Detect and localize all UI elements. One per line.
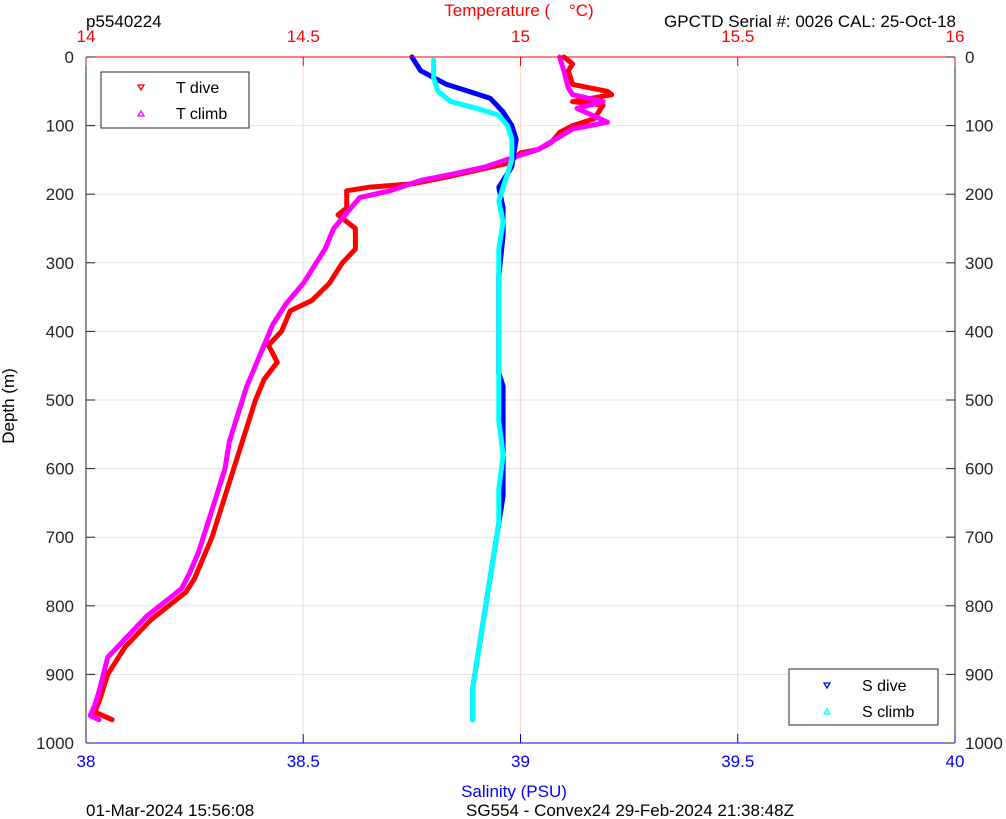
salinity-tick-label: 38 bbox=[77, 752, 96, 771]
legend-s-climb-label: S climb bbox=[862, 704, 915, 721]
bottom-axis-label: Salinity (PSU) bbox=[461, 782, 567, 801]
depth-tick-label-right: 500 bbox=[965, 391, 993, 410]
depth-tick-label-left: 400 bbox=[46, 322, 74, 341]
profile-id: p5540224 bbox=[86, 12, 162, 31]
depth-tick-label-left: 700 bbox=[46, 528, 74, 547]
depth-tick-label-left: 500 bbox=[46, 391, 74, 410]
footer-date: 01-Mar-2024 15:56:08 bbox=[86, 801, 254, 819]
salinity-tick-label: 38.5 bbox=[287, 752, 320, 771]
depth-tick-label-right: 600 bbox=[965, 460, 993, 479]
depth-tick-label-right: 400 bbox=[965, 322, 993, 341]
salinity-legend-box bbox=[788, 668, 939, 726]
series-line-s-climb bbox=[431, 57, 515, 723]
depth-tick-label-left: 800 bbox=[46, 597, 74, 616]
depth-tick-label-left: 900 bbox=[46, 665, 74, 684]
y-axis-label: Depth (m) bbox=[0, 368, 18, 444]
depth-tick-label-right: 300 bbox=[965, 254, 993, 273]
depth-tick-label-right: 100 bbox=[965, 117, 993, 136]
depth-tick-label-right: 800 bbox=[965, 597, 993, 616]
grid-lines bbox=[86, 57, 955, 743]
salinity-tick-label: 39 bbox=[511, 752, 530, 771]
temperature-tick-label: 15.5 bbox=[721, 27, 754, 46]
depth-tick-label-left: 1000 bbox=[36, 734, 74, 753]
temperature-legend-box bbox=[100, 71, 250, 129]
legend-s-climb-marker bbox=[822, 707, 832, 715]
depth-tick-label-right: 900 bbox=[965, 665, 993, 684]
depth-tick-label-right: 0 bbox=[965, 48, 974, 67]
temperature-tick-label: 15 bbox=[511, 27, 530, 46]
footer-mission: SG554 - Convex24 29-Feb-2024 21:38:48Z bbox=[466, 801, 794, 819]
depth-tick-label-left: 0 bbox=[65, 48, 74, 67]
depth-tick-label-right: 700 bbox=[965, 528, 993, 547]
temperature-legend: T dive T climb bbox=[100, 71, 250, 129]
legend-t-climb-label: T climb bbox=[176, 106, 227, 123]
salinity-legend: S dive S climb bbox=[788, 668, 939, 726]
legend-t-dive-label: T dive bbox=[176, 80, 219, 97]
depth-tick-label-left: 600 bbox=[46, 460, 74, 479]
temperature-tick-label: 14 bbox=[77, 27, 96, 46]
series-line-t-dive bbox=[92, 54, 615, 723]
temperature-tick-label: 16 bbox=[946, 27, 965, 46]
salinity-tick-label: 39.5 bbox=[721, 752, 754, 771]
temperature-tick-label: 14.5 bbox=[287, 27, 320, 46]
series-line-t-climb bbox=[87, 54, 610, 723]
series-layer bbox=[87, 54, 615, 723]
depth-tick-label-left: 300 bbox=[46, 254, 74, 273]
depth-tick-label-right: 200 bbox=[965, 185, 993, 204]
legend-t-climb-marker bbox=[136, 109, 146, 117]
depth-tick-label-left: 200 bbox=[46, 185, 74, 204]
top-axis-label: Temperature ( °C) bbox=[444, 1, 593, 20]
legend-s-dive-marker bbox=[822, 682, 832, 690]
legend-s-dive-label: S dive bbox=[862, 678, 907, 695]
depth-tick-label-left: 100 bbox=[46, 117, 74, 136]
axes: 0 0 100 100 200 200 300 300 400 400 500 500 600 600 70… bbox=[36, 27, 1003, 771]
depth-tick-label-right: 1000 bbox=[965, 734, 1003, 753]
salinity-tick-label: 40 bbox=[946, 752, 965, 771]
sensor-info: GPCTD Serial #: 0026 CAL: 25-Oct-18 bbox=[664, 12, 956, 31]
legend-t-dive-marker bbox=[136, 84, 146, 92]
